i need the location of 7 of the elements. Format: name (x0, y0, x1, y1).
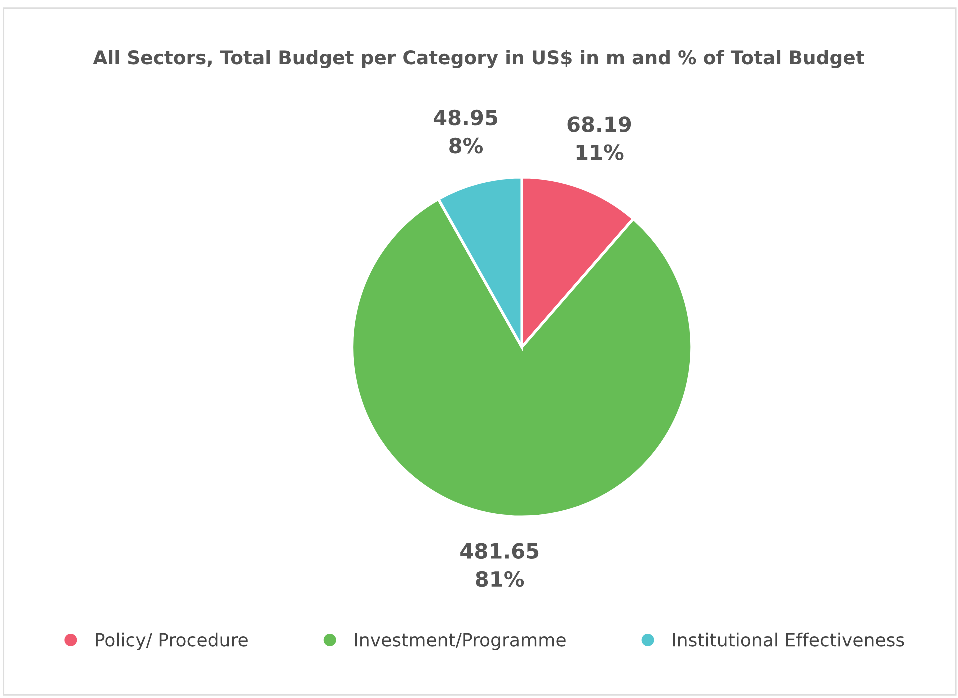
chart-title: All Sectors, Total Budget per Category in US$ in m and % of Total Budget (93, 50, 864, 68)
data-label: 481.65 81% (460, 543, 539, 588)
legend-label: Investment/Programme (355, 633, 566, 650)
data-label: 68.19 11% (568, 116, 632, 160)
legend-label: Institutional Effectiveness (673, 632, 904, 647)
legend-label: Policy/ Procedure (96, 632, 248, 650)
data-label: 48.95 8% (434, 110, 498, 154)
